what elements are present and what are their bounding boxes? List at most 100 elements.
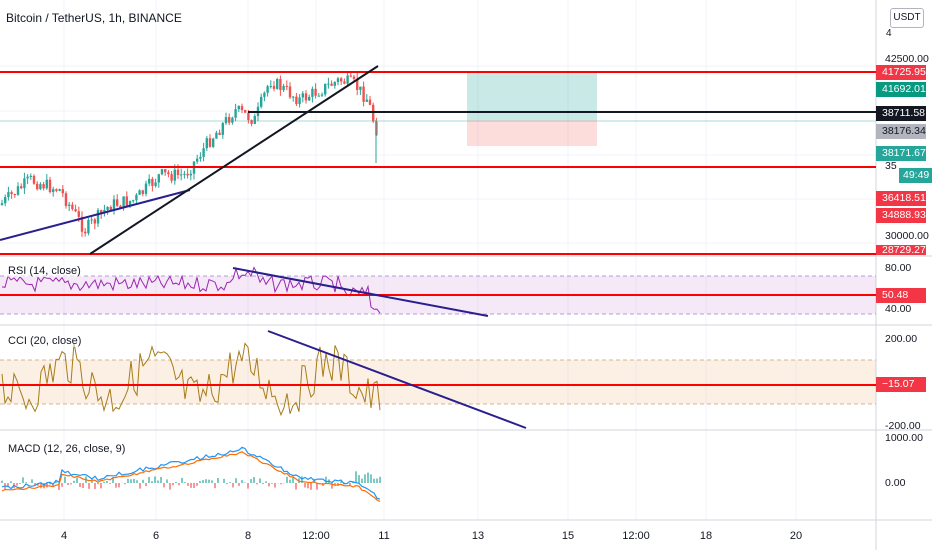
candle-body: [71, 204, 74, 210]
candle-body: [4, 197, 7, 204]
candle-body: [26, 176, 29, 179]
macd-histogram-bar: [259, 478, 261, 483]
candle-body: [160, 169, 164, 175]
candle-body: [112, 199, 116, 211]
macd-histogram-bar: [184, 482, 186, 483]
time-axis-label: 8: [244, 530, 252, 542]
candle-body: [346, 75, 349, 84]
macd-histogram-bar: [193, 483, 195, 489]
macd-histogram-bar: [286, 476, 288, 483]
candle-body: [36, 183, 39, 190]
macd-histogram-bar: [31, 479, 33, 483]
candle-body: [231, 117, 234, 123]
candle-body: [116, 199, 119, 206]
macd-histogram-bar: [250, 479, 252, 483]
macd-histogram-bar: [304, 483, 306, 488]
macd-histogram-bar: [367, 472, 369, 483]
candle-body: [359, 86, 362, 90]
rsi-pane-label: RSI (14, close): [6, 265, 83, 277]
macd-histogram-bar: [292, 476, 294, 483]
price-tag-41692: 41692.01: [876, 82, 926, 97]
macd-line: [1, 446, 381, 500]
candle-body: [186, 173, 189, 176]
macd-histogram-bar: [340, 481, 342, 483]
candle-body: [61, 189, 64, 194]
macd-histogram-bar: [103, 481, 105, 483]
candle-body: [93, 219, 96, 224]
candle-body: [13, 194, 16, 196]
candle-body: [167, 172, 170, 175]
price-tag-41725: 41725.95: [876, 65, 926, 80]
price-tag-38711: 38711.58: [876, 106, 926, 121]
macd-histogram-bar: [154, 476, 156, 483]
macd-histogram-bar: [100, 483, 102, 489]
candle-body: [90, 219, 93, 221]
candle-body: [128, 200, 132, 207]
macd-histogram-bar: [334, 483, 336, 486]
candle-body: [330, 83, 333, 86]
macd-histogram-bar: [349, 483, 351, 487]
time-axis-label: 18: [699, 530, 713, 542]
macd-histogram-bar: [223, 478, 225, 483]
macd-histogram-bar: [307, 483, 309, 489]
macd-histogram-bar: [235, 478, 237, 483]
candle-body: [240, 106, 244, 111]
macd-histogram-bar: [280, 483, 282, 485]
time-axis-label: 15: [561, 530, 575, 542]
currency-button[interactable]: USDT: [890, 8, 924, 28]
macd-histogram-bar: [67, 483, 69, 486]
candle-body: [176, 169, 180, 175]
price-tag-last: 38171.67: [876, 146, 926, 161]
macd-histogram-bar: [10, 481, 12, 483]
macd-histogram-bar: [88, 483, 90, 489]
macd-histogram-bar: [190, 483, 192, 488]
macd-histogram-bar: [73, 480, 75, 483]
macd-histogram-bar: [133, 478, 135, 483]
macd-histogram-bar: [136, 480, 138, 483]
candle-body: [87, 219, 90, 234]
candle-body: [100, 210, 103, 213]
candle-body: [212, 138, 215, 147]
candle-body: [77, 211, 80, 217]
time-axis-label: 4: [60, 530, 68, 542]
candle-body: [244, 110, 247, 113]
candle-body: [109, 206, 112, 211]
candle-body: [202, 148, 205, 157]
symbol-title: Bitcoin / TetherUS, 1h, BINANCE: [6, 11, 182, 25]
price-axis-label: 30000.00: [885, 230, 929, 242]
candle-body: [250, 120, 253, 124]
candle-body: [103, 209, 106, 213]
candle-body: [151, 178, 154, 186]
macd-histogram-bar: [61, 483, 63, 487]
candle-body: [272, 85, 276, 89]
macd-histogram-bar: [163, 483, 165, 488]
macd-histogram-bar: [256, 483, 258, 485]
candle-body: [180, 174, 183, 176]
macd-histogram-bar: [289, 479, 291, 483]
macd-histogram-bar: [175, 481, 177, 483]
trendline: [89, 65, 379, 255]
candle-body: [372, 104, 375, 122]
cci-axis-label: 200.00: [885, 333, 918, 345]
price-axis-label: 42500.00: [885, 53, 929, 65]
macd-histogram-bar: [358, 475, 360, 483]
macd-histogram-bar: [109, 483, 111, 484]
candle-body: [228, 117, 231, 123]
candle-body: [311, 88, 314, 97]
macd-histogram-bar: [271, 483, 273, 484]
candle-body: [55, 189, 58, 191]
macd-histogram-bar: [19, 483, 21, 484]
macd-histogram-bar: [166, 479, 168, 483]
candle-body: [144, 183, 148, 194]
macd-histogram-bar: [265, 481, 267, 483]
macd-histogram-bar: [139, 483, 141, 489]
candle-body: [29, 175, 32, 177]
candle-body: [362, 86, 365, 102]
candle-body: [68, 204, 71, 206]
candle-body: [336, 78, 340, 83]
macd-histogram-bar: [205, 479, 207, 483]
macd-histogram-bar: [130, 479, 132, 483]
candle-body: [304, 93, 308, 101]
macd-histogram-bar: [238, 483, 240, 486]
